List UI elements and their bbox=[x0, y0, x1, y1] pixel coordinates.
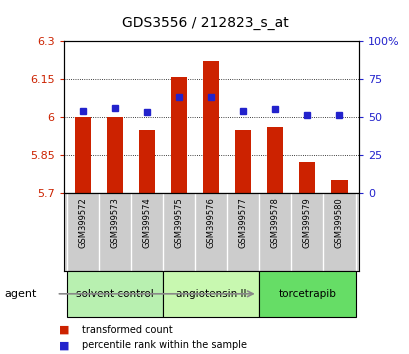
Text: transformed count: transformed count bbox=[82, 325, 172, 335]
Bar bbox=[258, 271, 355, 317]
Bar bbox=[107, 117, 123, 193]
Text: GSM399579: GSM399579 bbox=[302, 197, 311, 247]
Bar bbox=[330, 180, 347, 193]
Text: torcetrapib: torcetrapib bbox=[278, 289, 335, 299]
Bar bbox=[202, 61, 219, 193]
Bar bbox=[74, 117, 91, 193]
Text: GSM399578: GSM399578 bbox=[270, 197, 279, 248]
Text: GSM399577: GSM399577 bbox=[238, 197, 247, 248]
Text: ■: ■ bbox=[59, 325, 70, 335]
Text: GSM399573: GSM399573 bbox=[110, 197, 119, 248]
Text: ■: ■ bbox=[59, 340, 70, 350]
Bar bbox=[67, 271, 163, 317]
Text: GSM399572: GSM399572 bbox=[78, 197, 87, 247]
Text: GSM399576: GSM399576 bbox=[206, 197, 215, 248]
Bar bbox=[163, 271, 258, 317]
Text: percentile rank within the sample: percentile rank within the sample bbox=[82, 340, 246, 350]
Text: solvent control: solvent control bbox=[76, 289, 153, 299]
Bar bbox=[139, 130, 155, 193]
Text: GSM399580: GSM399580 bbox=[334, 197, 343, 247]
Text: GSM399575: GSM399575 bbox=[174, 197, 183, 247]
Text: GDS3556 / 212823_s_at: GDS3556 / 212823_s_at bbox=[121, 16, 288, 30]
Text: angiotensin II: angiotensin II bbox=[175, 289, 246, 299]
Bar bbox=[267, 127, 283, 193]
Text: GSM399574: GSM399574 bbox=[142, 197, 151, 247]
Bar bbox=[235, 130, 251, 193]
Bar bbox=[171, 78, 187, 193]
Text: agent: agent bbox=[4, 289, 36, 299]
Bar bbox=[299, 162, 315, 193]
